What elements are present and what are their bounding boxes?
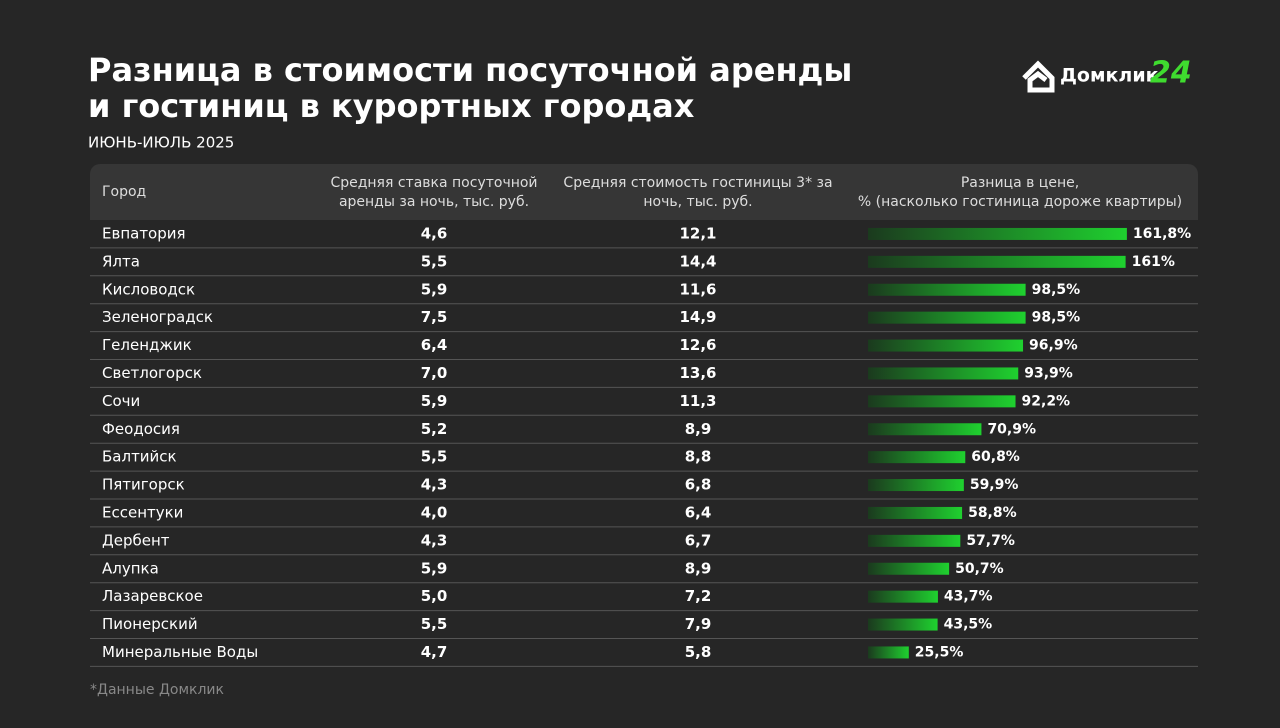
diff-label: 43,5%	[944, 617, 993, 633]
rent: 5,5	[421, 615, 448, 633]
logo: Домклик	[1060, 65, 1159, 87]
bar	[868, 451, 966, 464]
hotel: 8,9	[685, 420, 712, 438]
diff-label: 59,9%	[970, 477, 1019, 493]
title: и гостиниц в курортных городах	[88, 87, 695, 125]
rent: 4,3	[421, 531, 448, 549]
diff-label: 58,8%	[968, 505, 1017, 521]
bar	[868, 367, 1019, 380]
city: Лазаревское	[102, 587, 203, 605]
column-header: Средняя стоимость гостиницы 3* за ночь, т…	[563, 175, 832, 210]
column-header: Средняя ставка посуточной аренды за ночь,…	[330, 175, 537, 210]
rent: 6,4	[421, 336, 448, 354]
rent: 4,7	[421, 643, 448, 661]
column-header: Разница в цене,% (насколько гостиница до…	[858, 175, 1182, 210]
subtitle: ИЮНЬ-ИЮЛЬ 2025	[88, 134, 234, 152]
rent: 5,9	[421, 559, 448, 577]
hotel: 13,6	[679, 364, 716, 382]
city: Светлогорск	[102, 364, 202, 382]
diff-label: 43,7%	[944, 589, 993, 605]
diff-label: 96,9%	[1029, 338, 1078, 354]
hotel: 12,1	[679, 224, 716, 242]
bar	[868, 618, 938, 631]
bar	[868, 646, 909, 659]
rent: 4,6	[421, 224, 448, 242]
city: Евпатория	[102, 224, 186, 242]
rent: 5,2	[421, 420, 448, 438]
diff-label: 98,5%	[1032, 310, 1081, 326]
column-header: Город	[102, 184, 146, 200]
rent: 5,9	[421, 280, 448, 298]
hotel: 8,9	[685, 559, 712, 577]
diff-label: 60,8%	[971, 449, 1020, 465]
rent: 7,0	[421, 364, 448, 382]
footnote: *Данные Домклик	[90, 682, 224, 698]
hotel: 14,4	[679, 252, 716, 270]
city: Геленджик	[102, 336, 192, 354]
logo-icon	[1022, 60, 1055, 93]
diff-label: 161,8%	[1133, 226, 1191, 242]
hotel: 6,7	[685, 531, 712, 549]
city: Балтийск	[102, 448, 177, 466]
diff-label: 98,5%	[1032, 282, 1081, 298]
city: Ялта	[102, 252, 140, 270]
rent: 4,0	[421, 503, 448, 521]
rent: 4,3	[421, 476, 448, 494]
city: Пятигорск	[102, 476, 185, 494]
rent: 7,5	[421, 308, 448, 326]
hotel: 6,8	[685, 476, 712, 494]
hotel: 8,8	[685, 448, 712, 466]
city: Дербент	[102, 531, 170, 549]
city: Феодосия	[102, 420, 180, 438]
title: Разница в стоимости посуточной аренды	[88, 51, 852, 89]
bar	[868, 562, 950, 575]
diff-label: 93,9%	[1024, 365, 1073, 381]
bar	[868, 534, 961, 547]
rent: 5,0	[421, 587, 448, 605]
diff-label: 57,7%	[966, 533, 1015, 549]
bar	[868, 283, 1026, 296]
bar	[868, 479, 964, 492]
hotel: 5,8	[685, 643, 712, 661]
city: Зеленоградск	[102, 308, 213, 326]
city: Пионерский	[102, 615, 198, 633]
city: Кисловодск	[102, 280, 195, 298]
rent: 5,5	[421, 448, 448, 466]
logo-badge: 24	[1150, 56, 1192, 91]
rent: 5,9	[421, 392, 448, 410]
diff-label: 92,2%	[1022, 393, 1071, 409]
hotel: 11,6	[679, 280, 716, 298]
bar	[868, 506, 963, 519]
diff-label: 25,5%	[915, 644, 964, 660]
diff-label: 161%	[1132, 254, 1175, 270]
bar	[868, 590, 938, 603]
bar	[868, 255, 1126, 268]
rent: 5,5	[421, 252, 448, 270]
city: Сочи	[102, 392, 140, 410]
hotel: 11,3	[679, 392, 716, 410]
bar	[868, 339, 1024, 352]
bar	[868, 395, 1016, 408]
bar	[868, 311, 1026, 324]
hotel: 7,2	[685, 587, 712, 605]
hotel: 12,6	[679, 336, 716, 354]
table-header	[90, 210, 1198, 220]
city: Алупка	[102, 559, 159, 577]
bar	[868, 423, 982, 436]
city: Ессентуки	[102, 503, 183, 521]
bar	[868, 227, 1127, 240]
hotel: 14,9	[679, 308, 716, 326]
hotel: 6,4	[685, 503, 712, 521]
city: Минеральные Воды	[102, 643, 258, 661]
hotel: 7,9	[685, 615, 712, 633]
diff-label: 70,9%	[987, 421, 1036, 437]
diff-label: 50,7%	[955, 561, 1004, 577]
table-header	[90, 164, 1198, 220]
